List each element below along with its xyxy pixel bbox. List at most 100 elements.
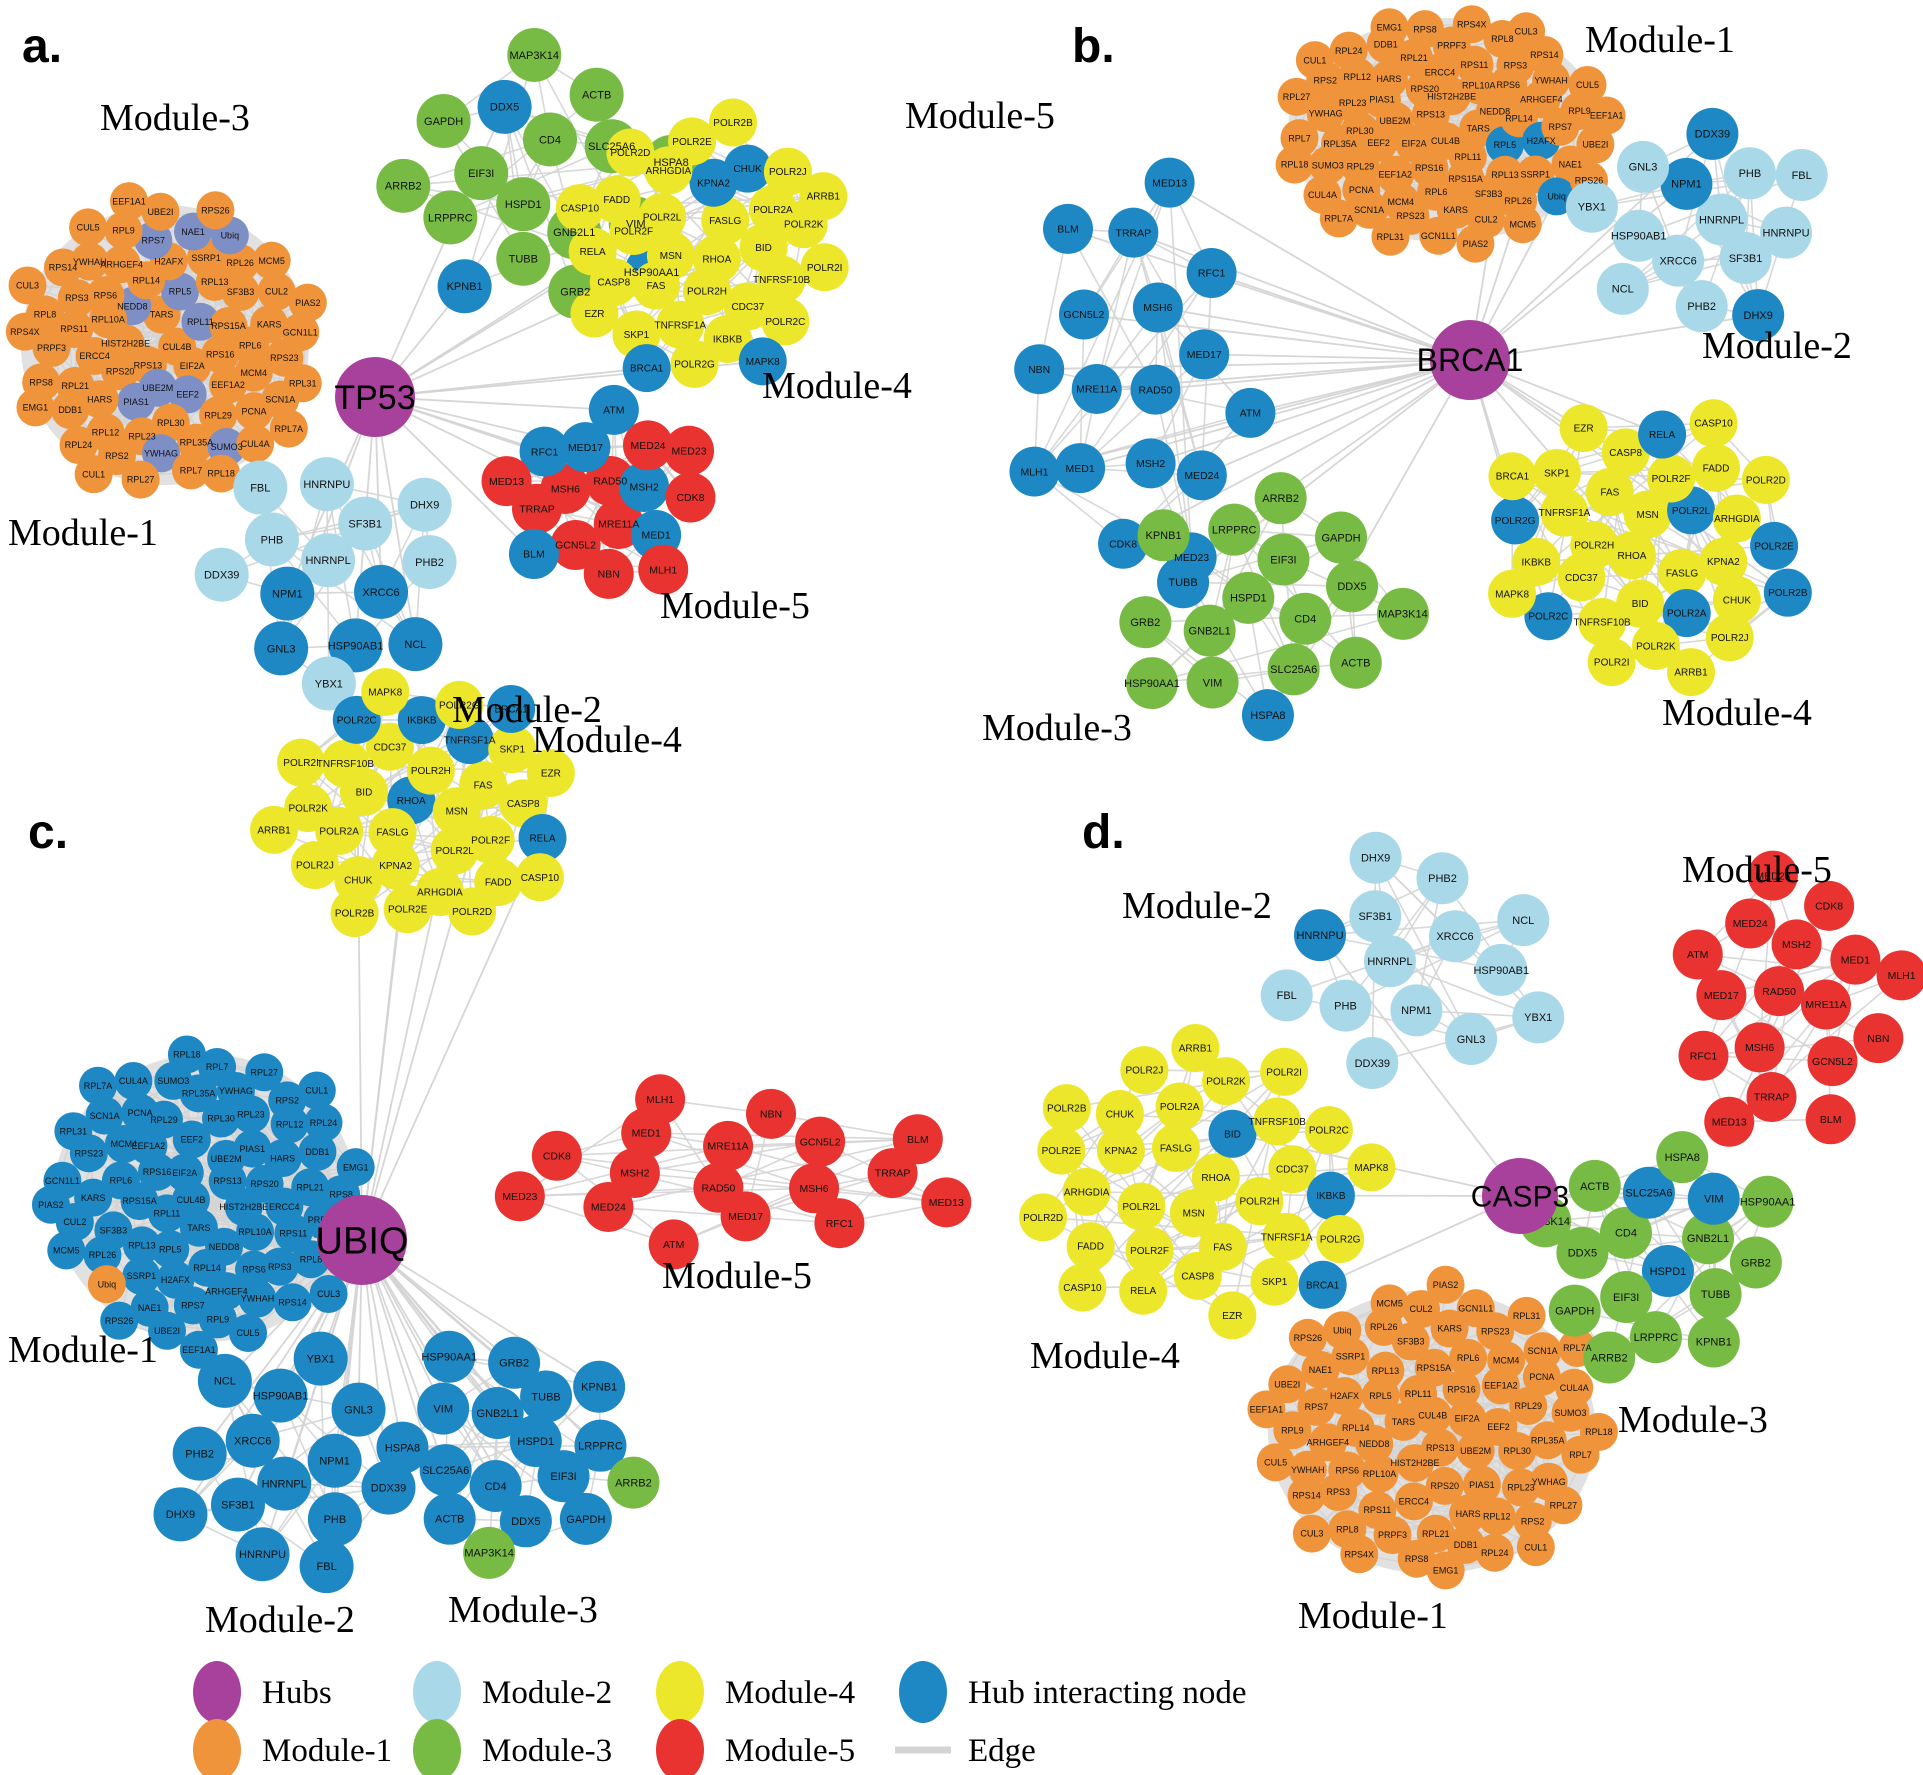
network-node[interactable] — [1125, 1226, 1174, 1275]
network-node[interactable] — [179, 1330, 218, 1369]
network-node[interactable] — [1376, 587, 1429, 640]
network-node[interactable] — [1137, 509, 1190, 562]
network-node[interactable] — [1528, 1421, 1567, 1460]
network-node[interactable] — [1260, 1047, 1309, 1096]
network-node[interactable] — [623, 420, 674, 471]
network-node[interactable] — [151, 403, 190, 442]
network-node[interactable] — [1462, 1465, 1501, 1504]
network-node[interactable] — [1208, 1291, 1257, 1340]
network-node[interactable] — [299, 457, 354, 512]
network-node[interactable] — [1656, 1131, 1709, 1184]
network-node[interactable] — [244, 512, 299, 567]
network-node[interactable] — [1556, 1226, 1609, 1279]
network-node[interactable] — [1301, 1350, 1340, 1389]
network-node[interactable] — [1371, 217, 1410, 256]
network-node[interactable] — [1559, 404, 1608, 453]
network-node[interactable] — [1363, 935, 1416, 988]
network-node[interactable] — [1340, 1535, 1379, 1574]
network-node[interactable] — [568, 227, 617, 276]
network-node[interactable] — [1009, 446, 1060, 497]
network-node[interactable] — [1183, 604, 1236, 657]
network-node[interactable] — [1125, 438, 1176, 489]
network-node[interactable] — [1771, 919, 1822, 970]
network-node[interactable] — [365, 722, 414, 771]
network-node[interactable] — [469, 1459, 522, 1512]
network-node[interactable] — [301, 533, 356, 588]
network-node[interactable] — [263, 1139, 302, 1178]
network-node[interactable] — [477, 79, 532, 134]
network-node[interactable] — [221, 272, 260, 311]
network-node[interactable] — [1509, 1386, 1548, 1425]
network-node[interactable] — [1555, 1368, 1594, 1407]
network-node[interactable] — [1396, 1444, 1435, 1483]
network-node[interactable] — [550, 520, 601, 570]
network-node[interactable] — [763, 147, 812, 196]
network-node[interactable] — [1647, 454, 1696, 503]
network-node[interactable] — [555, 184, 604, 233]
network-node[interactable] — [683, 267, 732, 316]
network-node[interactable] — [487, 684, 536, 733]
network-node[interactable] — [74, 455, 113, 494]
network-node[interactable] — [522, 112, 577, 167]
network-node[interactable] — [121, 1093, 160, 1132]
network-node[interactable] — [110, 182, 149, 221]
network-node[interactable] — [757, 255, 806, 304]
network-node[interactable] — [1066, 1222, 1115, 1271]
network-node[interactable] — [1366, 1351, 1405, 1390]
network-node[interactable] — [194, 547, 249, 602]
network-node[interactable] — [1760, 206, 1813, 259]
network-node[interactable] — [1565, 180, 1618, 233]
network-node[interactable] — [1623, 490, 1672, 539]
network-node[interactable] — [1641, 1244, 1694, 1297]
network-node[interactable] — [51, 391, 90, 430]
network-node[interactable] — [253, 1368, 308, 1423]
network-node[interactable] — [1616, 579, 1665, 628]
network-node[interactable] — [668, 117, 717, 166]
network-node[interactable] — [1058, 289, 1109, 340]
network-node[interactable] — [1360, 1454, 1399, 1493]
network-node[interactable] — [1687, 1315, 1740, 1368]
network-node[interactable] — [560, 422, 611, 473]
network-node[interactable] — [299, 1539, 354, 1594]
network-node[interactable] — [466, 815, 515, 864]
network-node[interactable] — [402, 535, 457, 590]
network-node[interactable] — [260, 566, 315, 621]
network-node[interactable] — [1062, 1167, 1111, 1216]
network-node[interactable] — [738, 337, 787, 386]
network-node[interactable] — [1373, 1516, 1412, 1555]
network-node[interactable] — [574, 1419, 627, 1472]
network-node[interactable] — [1262, 1212, 1311, 1261]
network-node[interactable] — [1532, 448, 1581, 497]
network-node[interactable] — [1430, 1309, 1469, 1348]
network-node[interactable] — [1456, 1289, 1495, 1328]
network-node[interactable] — [1370, 1284, 1409, 1323]
network-node[interactable] — [1607, 531, 1656, 580]
network-node[interactable] — [16, 388, 55, 427]
network-node[interactable] — [569, 67, 624, 122]
network-node[interactable] — [1712, 494, 1761, 543]
network-node[interactable] — [1247, 1390, 1286, 1429]
network-node[interactable] — [583, 548, 634, 599]
network-node[interactable] — [1675, 280, 1728, 333]
network-node[interactable] — [1704, 1096, 1755, 1147]
network-node[interactable] — [1754, 966, 1805, 1017]
network-node[interactable] — [1416, 852, 1469, 905]
network-node[interactable] — [1315, 511, 1368, 564]
network-node[interactable] — [234, 353, 273, 392]
network-node[interactable] — [1208, 503, 1261, 556]
network-node[interactable] — [459, 761, 508, 810]
network-node[interactable] — [723, 144, 772, 193]
network-node[interactable] — [1267, 643, 1320, 696]
network-node[interactable] — [85, 1096, 124, 1135]
network-node[interactable] — [1292, 1514, 1331, 1553]
network-node[interactable] — [83, 1236, 122, 1275]
network-node[interactable] — [101, 1161, 140, 1200]
network-node[interactable] — [1449, 1494, 1488, 1533]
network-node[interactable] — [1687, 1172, 1740, 1225]
network-node[interactable] — [1329, 31, 1368, 70]
network-node[interactable] — [1622, 1166, 1675, 1219]
network-node[interactable] — [1576, 125, 1615, 164]
network-node[interactable] — [117, 382, 156, 421]
network-node[interactable] — [1804, 880, 1855, 931]
network-node[interactable] — [1254, 472, 1307, 525]
